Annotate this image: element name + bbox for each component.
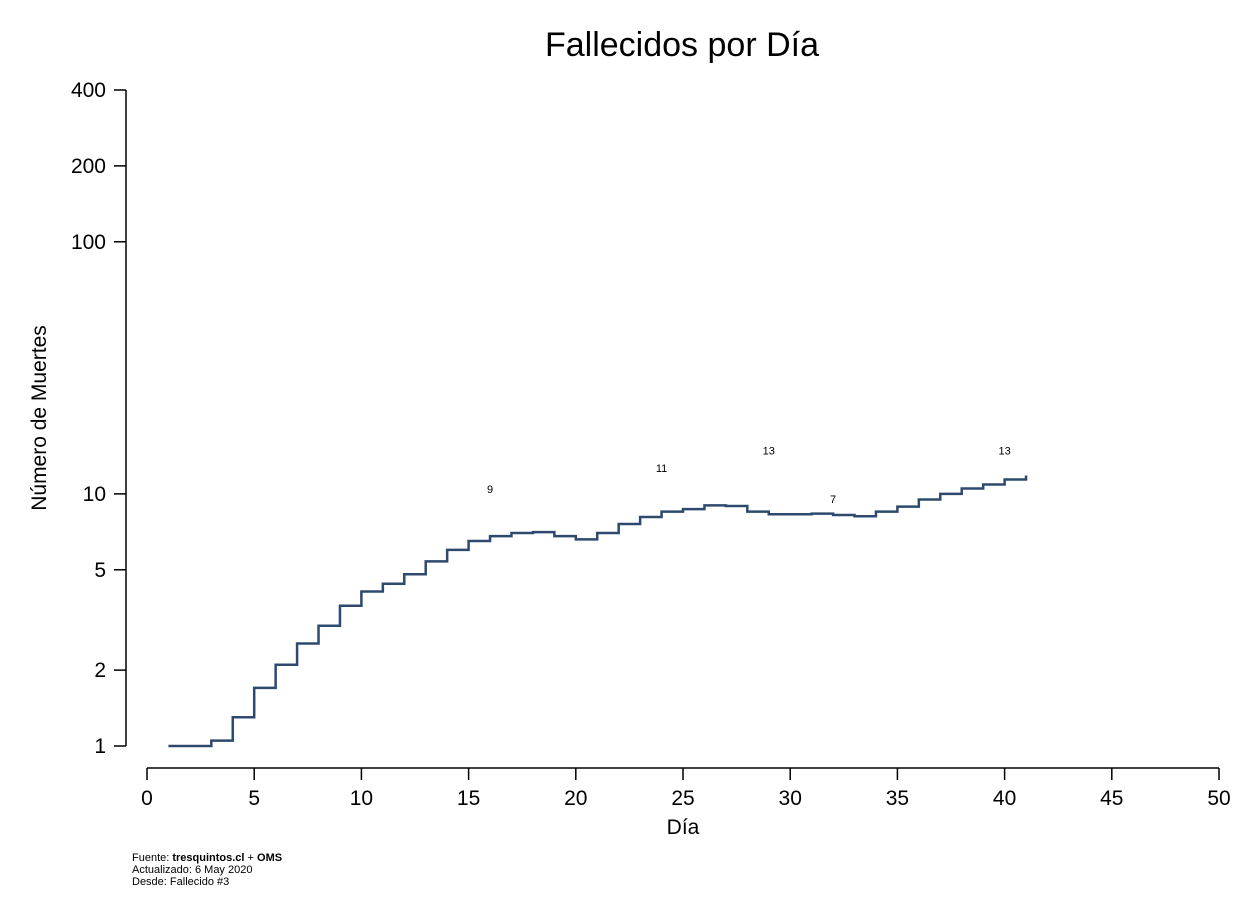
y-tick-label: 2 <box>94 659 106 682</box>
y-tick-label: 10 <box>83 483 106 506</box>
data-label: 9 <box>487 484 493 496</box>
y-tick-label: 1 <box>94 735 106 758</box>
x-tick-label: 45 <box>1100 787 1123 810</box>
x-axis-ticks: 0 5 10 15 20 25 30 35 40 45 50 <box>141 768 1231 810</box>
x-axis-label: Día <box>667 816 700 839</box>
y-tick-label: 200 <box>71 155 106 178</box>
data-label: 11 <box>656 463 667 475</box>
x-tick-label: 20 <box>564 787 587 810</box>
footer-since: Desde: Fallecido #3 <box>132 876 230 888</box>
footer-updated: Actualizado: 6 May 2020 <box>132 864 253 876</box>
series-layer <box>168 475 1028 748</box>
data-label: 13 <box>763 446 775 458</box>
y-axis-label: Número de Muertes <box>28 325 51 511</box>
x-tick-label: 25 <box>671 787 694 810</box>
annotation-layer: 9 11 13 7 13 <box>487 446 1011 506</box>
footer-notes: Fuente: tresquintos.cl + OMS Actualizado… <box>132 852 282 888</box>
x-tick-label: 10 <box>350 787 373 810</box>
x-tick-label: 15 <box>457 787 480 810</box>
x-tick-label: 40 <box>993 787 1016 810</box>
x-tick-label: 5 <box>248 787 260 810</box>
footer-source: Fuente: tresquintos.cl + OMS <box>132 852 283 864</box>
x-tick-label: 30 <box>779 787 802 810</box>
series-line <box>168 475 1028 748</box>
y-axis-ticks: 1 2 5 10 100 200 400 <box>71 79 126 758</box>
y-tick-label: 400 <box>71 79 106 102</box>
y-tick-label: 100 <box>71 231 106 254</box>
y-tick-label: 5 <box>94 559 106 582</box>
data-label: 7 <box>830 494 836 506</box>
x-tick-label: 0 <box>141 787 153 810</box>
x-tick-label: 50 <box>1207 787 1230 810</box>
x-tick-label: 35 <box>886 787 909 810</box>
chart-title: Fallecidos por Día <box>545 26 819 64</box>
data-label: 13 <box>998 446 1010 458</box>
